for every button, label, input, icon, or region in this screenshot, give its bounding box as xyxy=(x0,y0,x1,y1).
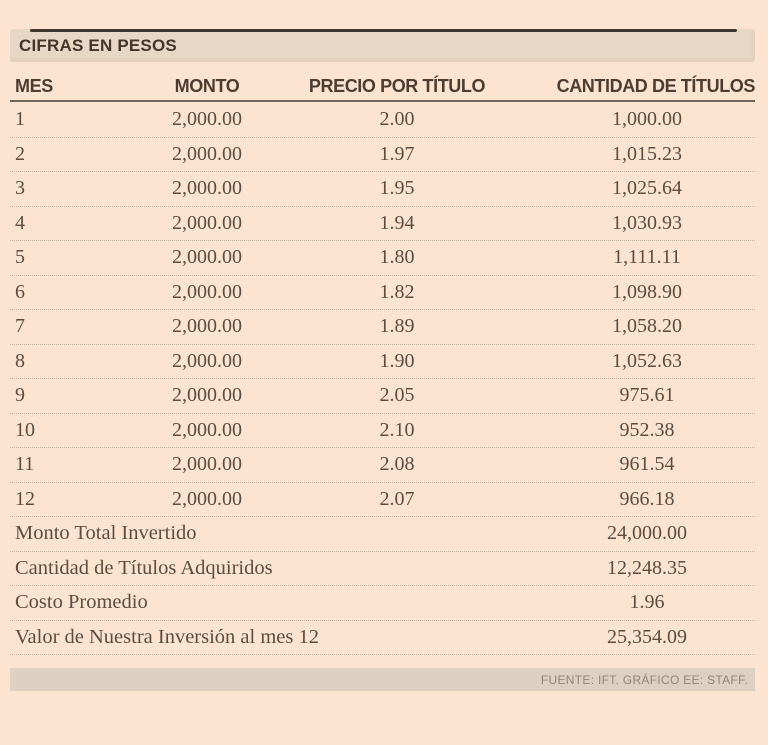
cell-cantidad: 1,015.23 xyxy=(612,142,682,165)
table-row: 10 2,000.00 2.10 952.38 xyxy=(10,412,755,448)
cell-mes: 11 xyxy=(15,453,35,476)
source-bar: FUENTE: IFT. GRÁFICO EE: STAFF. xyxy=(10,668,755,691)
table-row: 7 2,000.00 1.89 1,058.20 xyxy=(10,309,755,344)
cell-precio: 2.08 xyxy=(379,453,415,476)
cell-precio: 2.07 xyxy=(379,487,415,510)
cell-precio: 1.90 xyxy=(379,349,415,372)
column-header-monto: MONTO xyxy=(174,76,240,96)
table-row: 5 2,000.00 1.80 1,111.11 xyxy=(10,240,755,275)
summary-row: Cantidad de Títulos Adquiridos 12,248.35 xyxy=(10,550,755,586)
table-row: 2 2,000.00 1.97 1,015.23 xyxy=(10,136,755,172)
cell-cantidad: 1,000.00 xyxy=(612,107,682,130)
cell-precio: 1.95 xyxy=(379,177,415,200)
cell-cantidad: 966.18 xyxy=(619,487,675,510)
source-text: FUENTE: IFT. GRÁFICO EE: STAFF. xyxy=(540,672,748,687)
data-table: MES MONTO PRECIO POR TÍTULO CANTIDAD DE … xyxy=(10,62,755,655)
summary-label: Valor de Nuestra Inversión al mes 12 xyxy=(15,625,319,648)
cell-precio: 1.89 xyxy=(379,315,415,338)
cell-precio: 2.00 xyxy=(379,107,415,130)
column-header-cantidad: CANTIDAD DE TÍTULOS xyxy=(556,76,756,96)
summary-value: 1.96 xyxy=(629,591,665,614)
cell-mes: 3 xyxy=(15,177,25,200)
cell-cantidad: 1,111.11 xyxy=(613,246,681,269)
table-header-row: MES MONTO PRECIO POR TÍTULO CANTIDAD DE … xyxy=(10,62,755,102)
table-row: 4 2,000.00 1.94 1,030.93 xyxy=(10,205,755,241)
table-row: 9 2,000.00 2.05 975.61 xyxy=(10,378,755,413)
cell-monto: 2,000.00 xyxy=(172,487,242,510)
cell-monto: 2,000.00 xyxy=(172,349,242,372)
summary-row: Costo Promedio 1.96 xyxy=(10,585,755,620)
summary-label: Monto Total Invertido xyxy=(15,522,197,545)
cell-mes: 2 xyxy=(15,142,25,165)
summary-label: Costo Promedio xyxy=(15,591,148,614)
table-row: 3 2,000.00 1.95 1,025.64 xyxy=(10,171,755,206)
cell-mes: 12 xyxy=(15,487,35,510)
title-band: CIFRAS EN PESOS xyxy=(10,29,755,62)
summary-row: Valor de Nuestra Inversión al mes 12 25,3… xyxy=(10,619,755,655)
cell-precio: 1.97 xyxy=(379,142,415,165)
cell-mes: 10 xyxy=(15,418,35,441)
column-header-mes: MES xyxy=(15,76,53,96)
cell-cantidad: 975.61 xyxy=(619,384,675,407)
summary-row: Monto Total Invertido 24,000.00 xyxy=(10,516,755,551)
summary-value: 25,354.09 xyxy=(607,625,687,648)
cell-cantidad: 1,052.63 xyxy=(612,349,682,372)
cell-monto: 2,000.00 xyxy=(172,246,242,269)
top-rule xyxy=(30,29,737,32)
table-row: 8 2,000.00 1.90 1,052.63 xyxy=(10,343,755,379)
cell-mes: 4 xyxy=(15,211,25,234)
cell-mes: 6 xyxy=(15,280,25,303)
cell-precio: 2.10 xyxy=(379,418,415,441)
cell-cantidad: 1,058.20 xyxy=(612,315,682,338)
table-summary: Monto Total Invertido 24,000.00 Cantidad d… xyxy=(10,516,755,655)
cell-monto: 2,000.00 xyxy=(172,107,242,130)
table-row: 12 2,000.00 2.07 966.18 xyxy=(10,481,755,517)
cell-mes: 8 xyxy=(15,349,25,372)
summary-value: 24,000.00 xyxy=(607,522,687,545)
cell-monto: 2,000.00 xyxy=(172,280,242,303)
cell-mes: 7 xyxy=(15,315,25,338)
column-header-precio: PRECIO POR TÍTULO xyxy=(308,76,486,96)
cell-precio: 1.94 xyxy=(379,211,415,234)
cell-cantidad: 961.54 xyxy=(619,453,675,476)
cell-mes: 9 xyxy=(15,384,25,407)
cell-precio: 1.82 xyxy=(379,280,415,303)
cell-mes: 1 xyxy=(15,107,25,130)
cell-monto: 2,000.00 xyxy=(172,211,242,234)
summary-label: Cantidad de Títulos Adquiridos xyxy=(15,556,273,579)
cell-monto: 2,000.00 xyxy=(172,384,242,407)
cell-precio: 2.05 xyxy=(379,384,415,407)
cell-monto: 2,000.00 xyxy=(172,418,242,441)
summary-value: 12,248.35 xyxy=(607,556,687,579)
cell-monto: 2,000.00 xyxy=(172,315,242,338)
cell-cantidad: 952.38 xyxy=(619,418,675,441)
table-row: 1 2,000.00 2.00 1,000.00 xyxy=(10,102,755,137)
cell-monto: 2,000.00 xyxy=(172,177,242,200)
table-body: 1 2,000.00 2.00 1,000.00 2 2,000.00 1.97 1,015.… xyxy=(10,102,755,516)
chart-title: CIFRAS EN PESOS xyxy=(19,35,177,55)
cell-monto: 2,000.00 xyxy=(172,142,242,165)
cell-precio: 1.80 xyxy=(379,246,415,269)
cell-mes: 5 xyxy=(15,246,25,269)
table-row: 11 2,000.00 2.08 961.54 xyxy=(10,447,755,482)
cell-cantidad: 1,025.64 xyxy=(612,177,682,200)
cell-cantidad: 1,098.90 xyxy=(612,280,682,303)
table-row: 6 2,000.00 1.82 1,098.90 xyxy=(10,274,755,310)
cell-cantidad: 1,030.93 xyxy=(612,211,682,234)
cell-monto: 2,000.00 xyxy=(172,453,242,476)
